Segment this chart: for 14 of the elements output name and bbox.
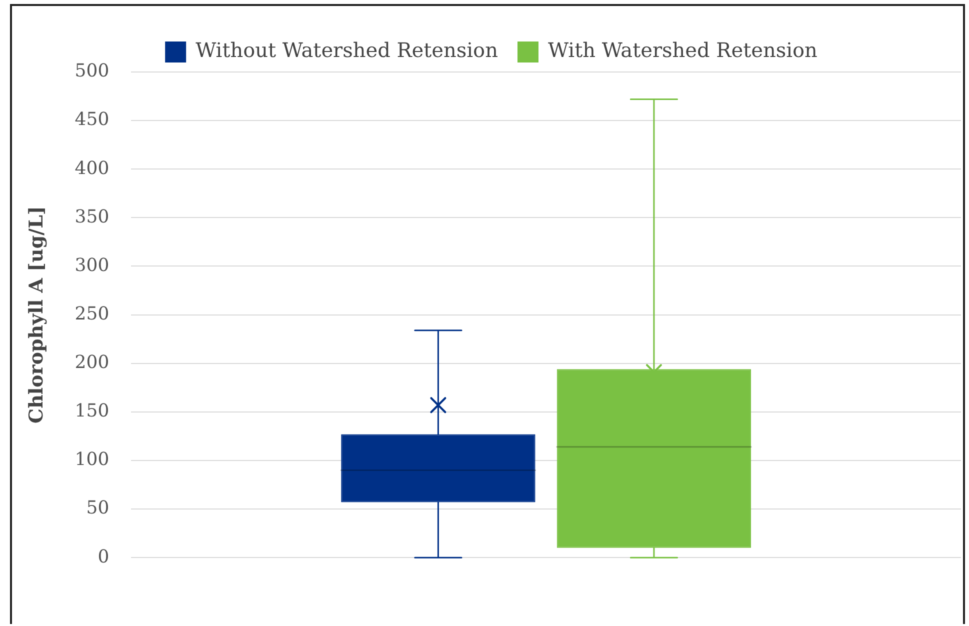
- y-tick-label: 150: [74, 400, 110, 422]
- y-axis-title: Chlorophyll A [ug/L]: [25, 206, 48, 424]
- y-tick-label: 100: [74, 449, 110, 470]
- y-tick-label: 300: [74, 254, 110, 276]
- y-tick-label: 0: [98, 546, 110, 568]
- legend-label: With Watershed Retension: [548, 38, 818, 62]
- y-tick-label: 400: [74, 158, 110, 179]
- y-tick-label: 450: [74, 109, 110, 130]
- y-tick-label: 50: [86, 498, 110, 519]
- y-tick-label: 500: [74, 60, 110, 82]
- y-tick-label: 200: [74, 352, 110, 374]
- y-tick-label: 250: [74, 303, 110, 324]
- legend-label: Without Watershed Retension: [196, 38, 498, 62]
- y-tick-label: 350: [74, 206, 110, 228]
